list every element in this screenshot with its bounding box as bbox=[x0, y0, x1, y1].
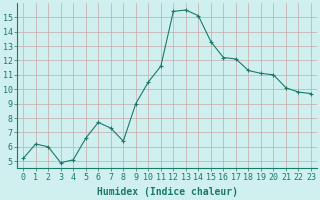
X-axis label: Humidex (Indice chaleur): Humidex (Indice chaleur) bbox=[97, 187, 237, 197]
